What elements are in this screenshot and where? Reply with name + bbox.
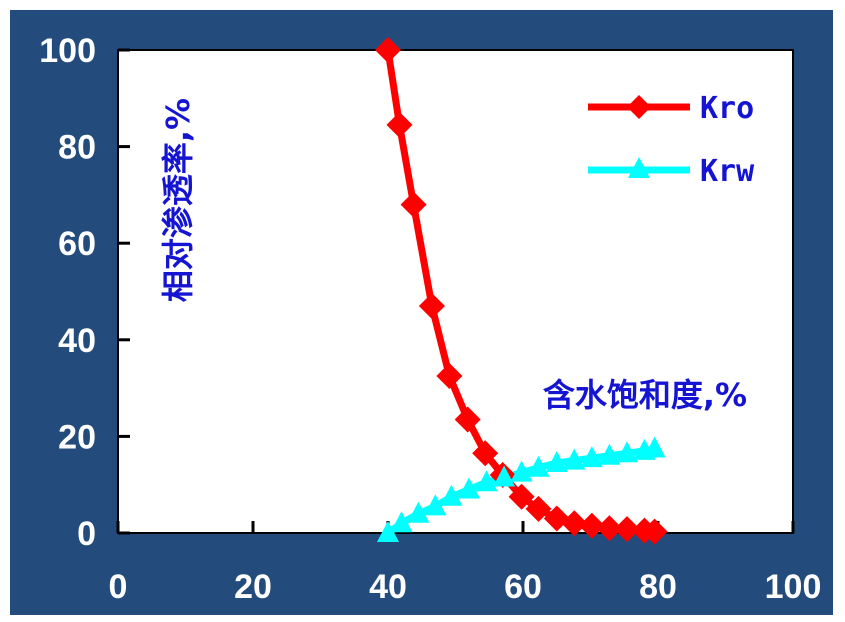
y-tick-label: 100 bbox=[39, 32, 96, 70]
data-point-krw bbox=[598, 443, 621, 465]
data-point-krw bbox=[580, 446, 603, 468]
data-point-kro bbox=[561, 510, 588, 537]
legend-marker-kro bbox=[627, 95, 651, 119]
x-tick-label: 20 bbox=[234, 568, 272, 606]
y-tick-label: 60 bbox=[58, 225, 96, 263]
y-tick-label: 20 bbox=[58, 418, 96, 456]
relative-permeability-chart: 0 20 40 60 80 100 0 20 40 60 80 100 相对渗透率,% 含水饱和度,%… bbox=[39, 32, 822, 606]
y-tick-label: 0 bbox=[77, 515, 96, 553]
data-point-krw bbox=[424, 494, 447, 516]
data-point-krw bbox=[407, 501, 430, 523]
data-point-kro bbox=[375, 37, 401, 63]
y-axis-title: 相对渗透率,% bbox=[159, 98, 197, 302]
data-point-krw bbox=[563, 448, 586, 470]
data-point-krw bbox=[510, 460, 533, 482]
data-point-kro bbox=[578, 512, 605, 539]
y-tick-label: 40 bbox=[58, 322, 96, 360]
x-tick-label: 100 bbox=[765, 568, 822, 606]
data-point-kro bbox=[596, 515, 623, 542]
legend-label-kro: Kro bbox=[700, 91, 754, 126]
data-point-kro bbox=[400, 191, 427, 218]
x-axis-title: 含水饱和度,% bbox=[543, 376, 747, 414]
data-point-krw bbox=[616, 441, 638, 463]
data-point-kro bbox=[454, 406, 481, 433]
data-point-kro bbox=[525, 495, 552, 522]
legend: Kro Krw bbox=[588, 91, 755, 189]
y-tick-label: 80 bbox=[58, 129, 96, 167]
plot-area bbox=[117, 49, 794, 534]
data-point-krw bbox=[440, 484, 463, 506]
data-point-kro bbox=[614, 516, 640, 543]
x-tick-label: 80 bbox=[639, 568, 677, 606]
x-tick-label: 60 bbox=[504, 568, 542, 606]
data-point-krw bbox=[458, 477, 480, 499]
x-tick-label: 0 bbox=[109, 568, 128, 606]
x-tick-label: 40 bbox=[369, 568, 407, 606]
data-point-kro bbox=[472, 440, 499, 467]
data-point-kro bbox=[436, 363, 463, 389]
chart-frame: 0 20 40 60 80 100 0 20 40 60 80 100 相对渗透率,% 含水饱和度,%… bbox=[10, 10, 833, 615]
data-point-krw bbox=[493, 465, 516, 487]
data-point-krw bbox=[545, 451, 568, 472]
legend-label-krw: Krw bbox=[700, 154, 755, 189]
data-point-krw bbox=[390, 511, 413, 533]
data-point-kro bbox=[418, 293, 445, 319]
data-point-kro bbox=[386, 111, 413, 138]
data-point-krw bbox=[377, 521, 399, 542]
legend-marker-krw bbox=[628, 157, 650, 178]
data-point-krw bbox=[527, 455, 550, 477]
data-point-kro bbox=[641, 518, 668, 545]
data-point-krw bbox=[643, 436, 666, 458]
data-point-krw bbox=[475, 470, 498, 492]
